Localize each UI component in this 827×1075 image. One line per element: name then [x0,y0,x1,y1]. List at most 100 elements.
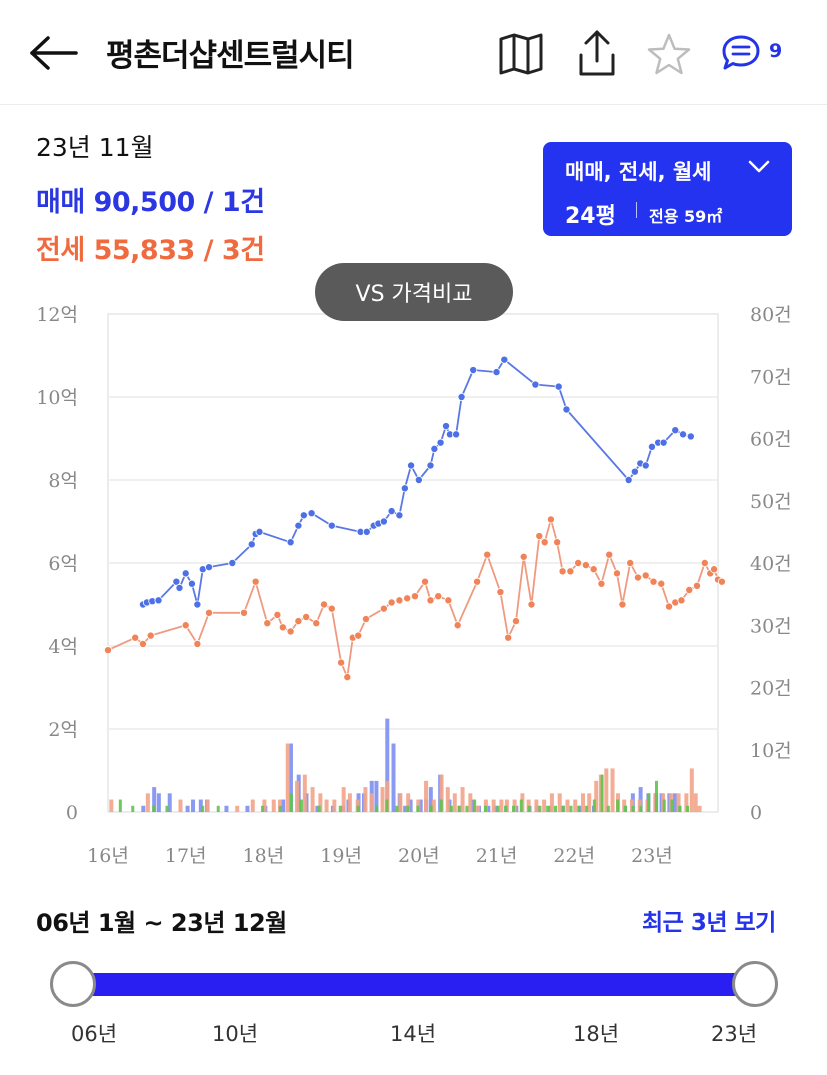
volume-bar [452,793,457,812]
volume-bar [299,799,303,812]
y-axis-left-tick: 0 [66,802,78,824]
jeonse-price-point [511,617,520,626]
volume-bar [261,805,265,812]
sale-price-point [247,540,256,549]
jeonse-price-point [181,621,190,630]
divider [636,202,637,218]
jeonse-price-point [263,619,272,628]
volume-bar [198,799,203,812]
deal-types-label: 매매, 전세, 월세 [565,160,712,184]
x-axis-tick: 19년 [320,845,362,867]
jeonse-price-point [597,579,606,588]
y-axis-right-tick: 60건 [750,429,792,451]
volume-bar [418,799,423,812]
jeonse-price-point [574,559,583,568]
jeonse-price-point [558,567,567,576]
volume-bar [156,793,161,812]
volume-bar [408,799,413,812]
range-tick: 10년 [211,1022,259,1046]
volume-bar [468,793,473,812]
volume-bar [587,793,592,812]
jeonse-price-point [327,604,336,613]
volume-bar [216,805,220,812]
x-axis-tick: 16년 [87,845,129,867]
volume-bar [201,805,205,812]
volume-bar [391,743,396,812]
volume-bar [395,805,399,812]
volume-bar [374,780,379,812]
volume-bar [486,805,491,812]
volume-bar [406,805,410,812]
sale-price-point [414,475,423,484]
range-start-handle[interactable] [50,961,96,1007]
favorite-button[interactable] [644,30,694,78]
jeonse-price-point [473,577,482,586]
jeonse-price-point [693,581,702,590]
compare-button[interactable]: VS 가격비교 [315,263,513,321]
y-axis-right-tick: 80건 [750,304,792,326]
comments-button[interactable] [718,32,764,74]
volume-bar [295,780,300,812]
volume-bar [185,805,190,812]
share-button[interactable] [574,28,620,78]
jeonse-price-point [649,577,658,586]
volume-bar [693,793,698,812]
y-axis-right-tick: 70건 [750,366,792,388]
sale-price-point [457,392,466,401]
range-slider-track[interactable] [76,973,758,996]
sale-price-point [562,405,571,414]
volume-bar [385,799,389,812]
map-button[interactable] [496,30,546,78]
area-label: 전용 59㎡ [649,207,723,226]
jeonse-price-point [535,532,544,541]
sale-price-point [686,432,695,441]
volume-bar [565,799,570,812]
sale-price-point [172,577,181,586]
volume-bar [380,787,385,812]
sale-price-point [500,355,509,364]
volume-bar [581,793,586,812]
y-axis-right-tick: 30건 [750,615,792,637]
recent-3-years-link[interactable]: 최근 3년 보기 [642,910,776,936]
range-tick: 23년 [710,1022,758,1046]
volume-bar [573,799,578,812]
sale-price-point [671,426,680,435]
jeonse-price-point [146,631,155,640]
volume-bar [569,805,573,812]
jeonse-price-point [193,639,202,648]
volume-bar [662,799,666,812]
jeonse-price-point [286,627,295,636]
volume-bar [428,787,433,812]
sale-price-point [205,563,214,572]
y-axis-right-tick: 20건 [750,678,792,700]
jeonse-price-point [410,592,419,601]
volume-bar [262,799,267,812]
jeonse-price-point [312,619,321,628]
volume-bar [317,805,321,812]
jeonse-price-point [633,573,642,582]
chevron-down-icon [748,160,770,173]
deal-type-filter[interactable]: 매매, 전세, 월세 24평 전용 59㎡ [543,142,792,236]
range-end-handle[interactable] [732,961,778,1007]
volume-bar [519,799,523,812]
jeonse-price-point [665,602,674,611]
jeonse-price-point [421,577,430,586]
x-axis-tick: 18년 [243,845,285,867]
jeonse-price-point [504,633,513,642]
volume-bar [165,805,169,812]
volume-bar [224,805,229,812]
sale-price-point [228,559,237,568]
jeonse-price-point [657,579,666,588]
size-label: 24평 [565,204,616,229]
back-button[interactable] [26,32,80,74]
sale-price-point [492,368,501,377]
volume-bar [534,799,539,812]
volume-bar [152,805,156,812]
volume-bar [639,805,643,812]
sale-price-point [630,467,639,476]
volume-bar [676,793,681,812]
jeonse-price-point [434,592,443,601]
volume-bar [457,805,461,812]
volume-bar [341,787,346,812]
jeonse-price-point [605,550,614,559]
